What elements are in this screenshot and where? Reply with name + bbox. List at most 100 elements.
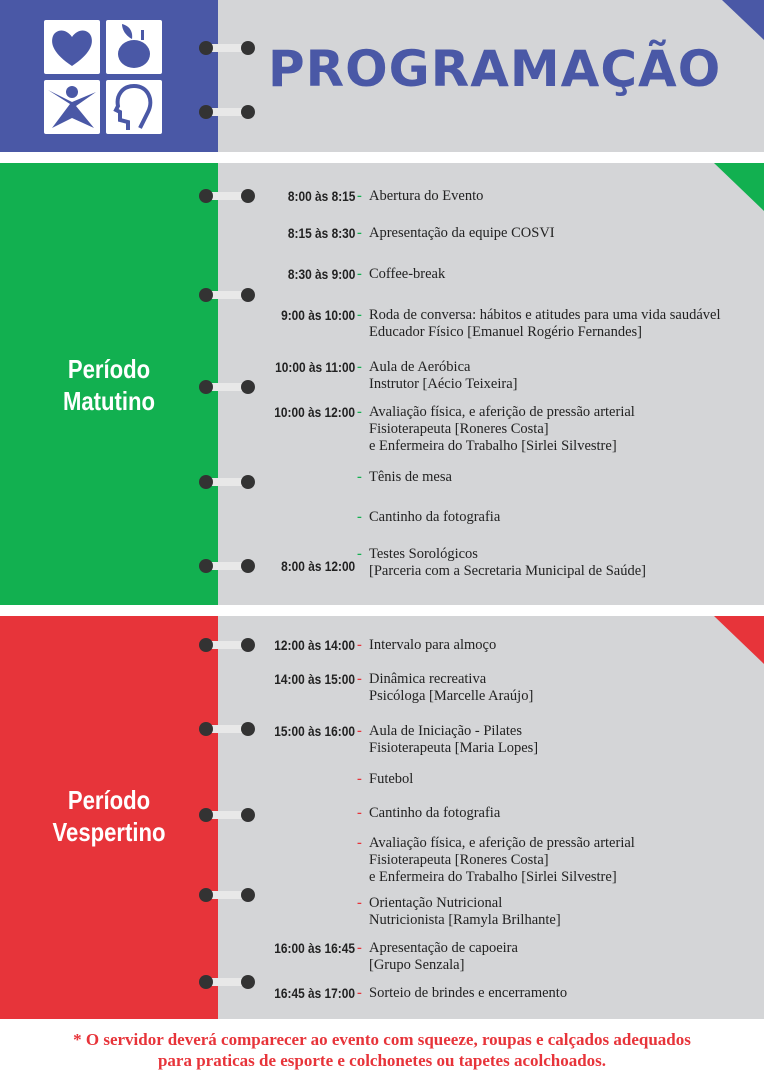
item-text: Aula de Iniciação - Pilates: [369, 723, 522, 739]
schedule-item: - Futebol: [218, 771, 764, 788]
schedule-item: 10:00 às 11:00- Aula de Aeróbica Instrutor…: [218, 359, 764, 393]
corner-fold: [722, 0, 764, 40]
item-text: Futebol: [369, 771, 414, 787]
header-side: [0, 0, 218, 152]
item-text: e Enfermeira do Trabalho [Sirlei Silvest…: [369, 438, 617, 454]
binder-ring: [199, 975, 255, 989]
item-time: 12:00 às 14:00: [274, 637, 355, 653]
item-text: Intervalo para almoço: [369, 637, 497, 653]
binder-ring: [199, 41, 255, 55]
dash-bullet: -: [357, 266, 362, 282]
dash-bullet: -: [357, 985, 362, 1001]
dash-bullet: -: [357, 404, 362, 420]
item-time: 8:15 às 8:30: [287, 225, 355, 241]
schedule-item: - Avaliação física, e aferição de pressão…: [218, 835, 764, 886]
dash-bullet: -: [357, 225, 362, 241]
schedule-item: - Tênis de mesa: [218, 469, 764, 486]
item-text: Fisioterapeuta [Roneres Costa]: [369, 852, 549, 868]
corner-fold: [714, 163, 764, 211]
dash-bullet: -: [357, 188, 362, 204]
binder-ring: [199, 722, 255, 736]
afternoon-section: Período Vespertino 12:00 às 14:00- Interva…: [0, 616, 764, 1019]
schedule-item: 8:00 às 8:15- Abertura do Evento: [218, 188, 764, 205]
dash-bullet: -: [357, 637, 362, 653]
head-hands-icon: [106, 80, 162, 134]
person-icon: [44, 80, 100, 134]
schedule-item: 16:45 às 17:00- Sorteio de brindes e ence…: [218, 985, 764, 1002]
item-text: Aula de Aeróbica: [369, 359, 471, 375]
binder-ring: [199, 475, 255, 489]
header-section: PROGRAMAÇÃO: [0, 0, 764, 152]
item-time: 8:30 às 9:00: [287, 266, 355, 282]
binder-ring: [199, 105, 255, 119]
item-time: 9:00 às 10:00: [280, 307, 355, 323]
schedule-item: 10:00 às 12:00- Avaliação física, e aferi…: [218, 404, 764, 455]
page-title: PROGRAMAÇÃO: [268, 40, 722, 98]
item-time: 16:45 às 17:00: [274, 985, 355, 1001]
schedule-item: 15:00 às 16:00- Aula de Iniciação - Pilat…: [218, 723, 764, 757]
schedule-item: - Cantinho da fotografia: [218, 509, 764, 526]
binder-ring: [199, 288, 255, 302]
afternoon-page: [218, 616, 764, 1019]
item-text: Avaliação física, e aferição de pressão …: [369, 404, 635, 420]
item-text: Orientação Nutricional: [369, 895, 503, 911]
dash-bullet: -: [357, 469, 362, 485]
item-time: 14:00 às 15:00: [274, 671, 355, 687]
header-page: [218, 0, 764, 152]
binder-ring: [199, 638, 255, 652]
binder-ring: [199, 808, 255, 822]
dash-bullet: -: [357, 359, 362, 375]
item-text: Cantinho da fotografia: [369, 509, 501, 525]
heart-icon: [44, 20, 100, 74]
dash-bullet: -: [357, 805, 362, 821]
item-text: Educador Físico [Emanuel Rogério Fernand…: [369, 324, 643, 340]
apple-icon: [106, 20, 162, 74]
item-time: 16:00 às 16:45: [274, 940, 355, 956]
schedule-item: 8:30 às 9:00- Coffee-break: [218, 266, 764, 283]
item-text: Apresentação da equipe COSVI: [369, 225, 555, 241]
item-text: Fisioterapeuta [Maria Lopes]: [369, 740, 539, 756]
item-text: Psicóloga [Marcelle Araújo]: [369, 688, 534, 704]
binder-ring: [199, 380, 255, 394]
schedule-item: - Orientação Nutricional Nutricionista [Ra…: [218, 895, 764, 929]
item-text: Avaliação física, e aferição de pressão …: [369, 835, 635, 851]
item-text: Fisioterapeuta [Roneres Costa]: [369, 421, 549, 437]
schedule-item: 9:00 às 10:00- Roda de conversa: hábitos …: [218, 307, 764, 341]
item-text: Tênis de mesa: [369, 469, 452, 485]
schedule-item: 16:00 às 16:45- Apresentação de capoeira[…: [218, 940, 764, 974]
item-text: Sorteio de brindes e encerramento: [369, 985, 568, 1001]
item-time: 8:00 às 8:15: [287, 188, 355, 204]
morning-page: [218, 163, 764, 605]
schedule-item: 8:15 às 8:30- Apresentação da equipe COSV…: [218, 225, 764, 242]
binder-ring: [199, 189, 255, 203]
schedule-item: 12:00 às 14:00- Intervalo para almoço: [218, 637, 764, 654]
item-text: Coffee-break: [369, 266, 446, 282]
binder-ring: [199, 559, 255, 573]
morning-section: Período Matutino 8:00 às 8:15- Abertura do…: [0, 163, 764, 605]
schedule-item: 8:00 às 12:00- Testes Sorológicos [Parceri…: [218, 546, 764, 580]
item-text: [Grupo Senzala]: [369, 957, 465, 973]
item-text: Apresentação de capoeira: [369, 940, 518, 956]
dash-bullet: -: [357, 835, 362, 851]
dash-bullet: -: [357, 671, 362, 687]
corner-fold: [714, 616, 764, 664]
item-text: Dinâmica recreativa: [369, 671, 487, 687]
dash-bullet: -: [357, 771, 362, 787]
schedule-item: - Cantinho da fotografia: [218, 805, 764, 822]
binder-ring: [199, 888, 255, 902]
item-text: e Enfermeira do Trabalho [Sirlei Silvest…: [369, 869, 617, 885]
item-time: 10:00 às 12:00: [274, 404, 355, 420]
morning-side: [0, 163, 218, 605]
dash-bullet: -: [357, 546, 362, 562]
item-text: Cantinho da fotografia: [369, 805, 501, 821]
dash-bullet: -: [357, 509, 362, 525]
item-time: 8:00 às 12:00: [280, 558, 355, 574]
afternoon-side: [0, 616, 218, 1019]
item-time: 10:00 às 11:00: [274, 359, 355, 375]
item-text: Abertura do Evento: [369, 188, 484, 204]
item-text: Nutricionista [Ramyla Brilhante]: [369, 912, 561, 928]
schedule-item: 14:00 às 15:00- Dinâmica recreativa Psicól…: [218, 671, 764, 705]
item-text: [Parceria com a Secretaria Municipal de …: [369, 563, 646, 579]
logo: [44, 20, 162, 134]
item-time: 15:00 às 16:00: [274, 723, 355, 739]
